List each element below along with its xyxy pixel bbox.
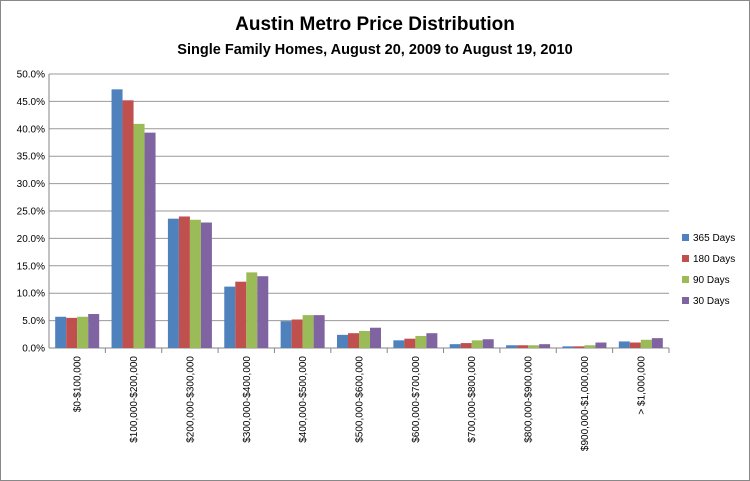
bar (133, 123, 145, 348)
bar (235, 281, 247, 348)
bar (629, 342, 641, 348)
bar (200, 222, 212, 348)
bar (302, 315, 314, 348)
bar (618, 341, 630, 348)
chart-subtitle: Single Family Homes, August 20, 2009 to … (177, 42, 572, 58)
bar (573, 346, 585, 348)
y-tick-label: 5.0% (22, 316, 45, 327)
x-tick-label: $200,000-$300,000 (185, 356, 196, 443)
bar (370, 327, 381, 348)
legend-label: 30 Days (693, 296, 730, 307)
bar (313, 315, 325, 348)
bar (88, 314, 100, 348)
chart-title: Austin Metro Price Distribution (235, 14, 515, 35)
bar (404, 338, 416, 348)
legend-label: 180 Days (693, 254, 735, 265)
x-tick-label: $500,000-$600,000 (355, 356, 366, 443)
bar (66, 317, 78, 348)
legend-label: 90 Days (693, 275, 730, 286)
x-tick-label: > $1,000,000 (636, 356, 647, 415)
bar (178, 216, 190, 348)
bar (348, 333, 359, 348)
legend-swatch (682, 276, 689, 283)
bar (426, 333, 438, 348)
x-tick-label: $300,000-$400,000 (242, 356, 253, 443)
x-tick-label: $400,000-$500,000 (298, 356, 309, 443)
bar (517, 345, 529, 348)
x-tick-label: $600,000-$700,000 (411, 356, 422, 443)
bar (471, 340, 483, 348)
bar (189, 219, 201, 348)
bar (167, 218, 179, 348)
bar (460, 343, 472, 348)
bar (506, 345, 518, 348)
bar (393, 340, 405, 348)
x-tick-label: $800,000-$900,000 (524, 356, 535, 443)
y-tick-label: 10.0% (17, 289, 45, 300)
y-tick-label: 50.0% (17, 70, 45, 81)
y-tick-label: 30.0% (17, 179, 45, 190)
bar (415, 335, 427, 348)
y-tick-label: 45.0% (17, 97, 45, 108)
bar (539, 344, 551, 348)
y-tick-label: 40.0% (17, 124, 45, 135)
x-tick-label: $0-$100,000 (73, 356, 84, 413)
x-tick-label: $100,000-$200,000 (129, 356, 140, 443)
bar (280, 321, 292, 348)
y-tick-label: 20.0% (17, 234, 45, 245)
bar (528, 345, 540, 348)
y-tick-label: 0.0% (22, 344, 45, 355)
legend-swatch (682, 234, 689, 241)
x-tick-label: $900,000-$1,000,000 (580, 356, 591, 452)
bar (77, 316, 89, 348)
legend-swatch (682, 297, 689, 304)
bar (246, 272, 258, 348)
x-tick-label: $700,000-$800,000 (467, 356, 478, 443)
bar (359, 331, 370, 348)
bar (257, 276, 269, 348)
bar (595, 342, 607, 348)
legend-label: 365 Days (693, 233, 735, 244)
bar (224, 286, 236, 348)
y-tick-label: 35.0% (17, 152, 45, 163)
bar (122, 100, 134, 348)
bar (337, 334, 348, 348)
y-tick-label: 15.0% (17, 261, 45, 272)
bar (640, 339, 652, 348)
y-tick-label: 25.0% (17, 207, 45, 218)
bar (482, 339, 494, 348)
bar (291, 319, 303, 348)
bar (111, 89, 123, 349)
legend-swatch (682, 255, 689, 262)
bar (55, 316, 67, 348)
bar (651, 338, 663, 348)
bar (562, 346, 574, 348)
bar (584, 345, 596, 348)
bar (449, 344, 461, 348)
bar (144, 132, 156, 348)
